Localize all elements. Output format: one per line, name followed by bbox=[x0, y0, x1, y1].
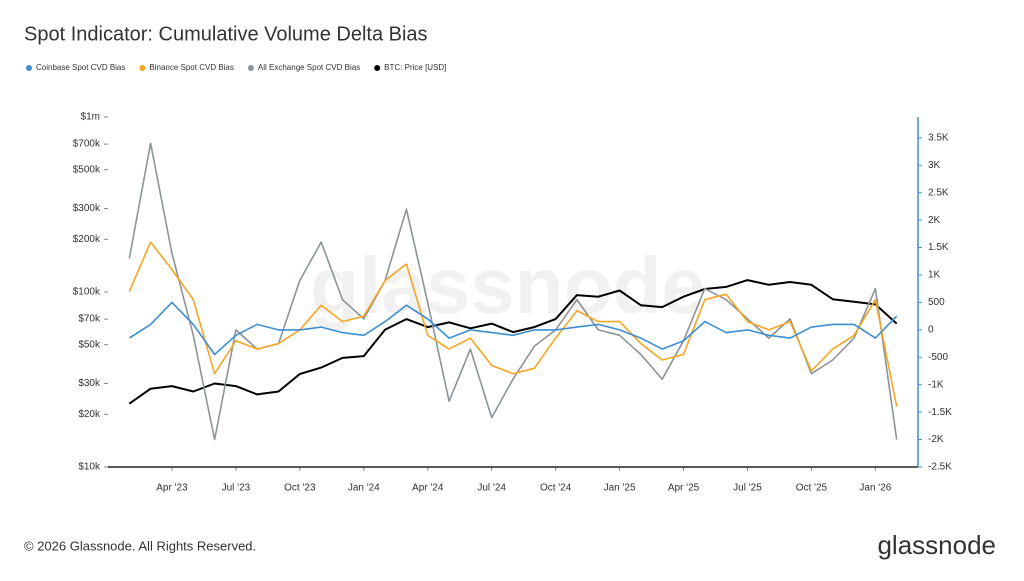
watermark: glassnode bbox=[310, 241, 706, 330]
x-tick-label: Jan '26 bbox=[859, 483, 891, 494]
y2-tick-label: 2.5K bbox=[928, 187, 949, 198]
series-line bbox=[128, 279, 898, 405]
y-tick-label: $20k bbox=[78, 409, 101, 420]
y-tick-label: $50k bbox=[78, 339, 101, 350]
chart-title: Spot Indicator: Cumulative Volume Delta … bbox=[24, 23, 428, 45]
x-tick-label: Oct '25 bbox=[796, 483, 828, 494]
y2-tick-label: 0 bbox=[928, 324, 934, 335]
y2-tick-label: 500 bbox=[928, 297, 945, 308]
x-tick-label: Apr '23 bbox=[156, 483, 188, 494]
y2-tick-label: 2K bbox=[928, 215, 941, 226]
y-tick-label: $200k bbox=[73, 234, 101, 245]
y2-tick-label: -1.5K bbox=[928, 407, 952, 418]
y2-tick-label: 3.5K bbox=[928, 132, 949, 143]
legend-marker bbox=[247, 65, 254, 71]
series-line bbox=[128, 241, 898, 407]
x-tick-label: Jul '23 bbox=[222, 483, 251, 494]
legend-label: Binance Spot CVD Bias bbox=[149, 63, 234, 72]
y-tick-label: $500k bbox=[73, 164, 101, 175]
y-tick-label: $100k bbox=[73, 287, 101, 298]
y2-tick-label: 1.5K bbox=[928, 242, 949, 253]
legend-marker bbox=[374, 65, 381, 71]
y-tick-label: $30k bbox=[78, 378, 101, 389]
y2-tick-label: -1K bbox=[928, 379, 944, 390]
x-tick-label: Apr '24 bbox=[412, 483, 444, 494]
x-tick-label: Jan '24 bbox=[348, 483, 380, 494]
logo: glassnode bbox=[877, 530, 996, 560]
series-line bbox=[128, 301, 898, 356]
x-tick-label: Jan '25 bbox=[604, 483, 636, 494]
legend-marker bbox=[26, 65, 32, 71]
y-tick-label: $10k bbox=[78, 462, 101, 473]
legend-label: All Exchange Spot CVD Bias bbox=[258, 63, 360, 72]
y2-tick-label: 1K bbox=[928, 270, 941, 281]
copyright: © 2026 Glassnode. All Rights Reserved. bbox=[24, 538, 256, 553]
legend-label: Coinbase Spot CVD Bias bbox=[36, 63, 125, 72]
y2-tick-label: -2K bbox=[928, 434, 944, 445]
y2-tick-label: 3K bbox=[928, 160, 941, 171]
y-tick-label: $70k bbox=[78, 314, 101, 325]
y-tick-label: $1m bbox=[81, 112, 100, 123]
y2-tick-label: -2.5K bbox=[928, 462, 952, 473]
x-tick-label: Oct '23 bbox=[284, 483, 316, 494]
legend-marker bbox=[139, 65, 146, 71]
legend-label: BTC: Price [USD] bbox=[384, 63, 446, 72]
x-tick-label: Apr '25 bbox=[668, 483, 700, 494]
x-tick-label: Jul '25 bbox=[733, 483, 762, 494]
y-tick-label: $700k bbox=[73, 139, 101, 150]
x-tick-label: Oct '24 bbox=[540, 483, 572, 494]
y2-tick-label: -500 bbox=[928, 352, 948, 363]
x-tick-label: Jul '24 bbox=[477, 483, 506, 494]
y-tick-label: $300k bbox=[73, 203, 101, 214]
